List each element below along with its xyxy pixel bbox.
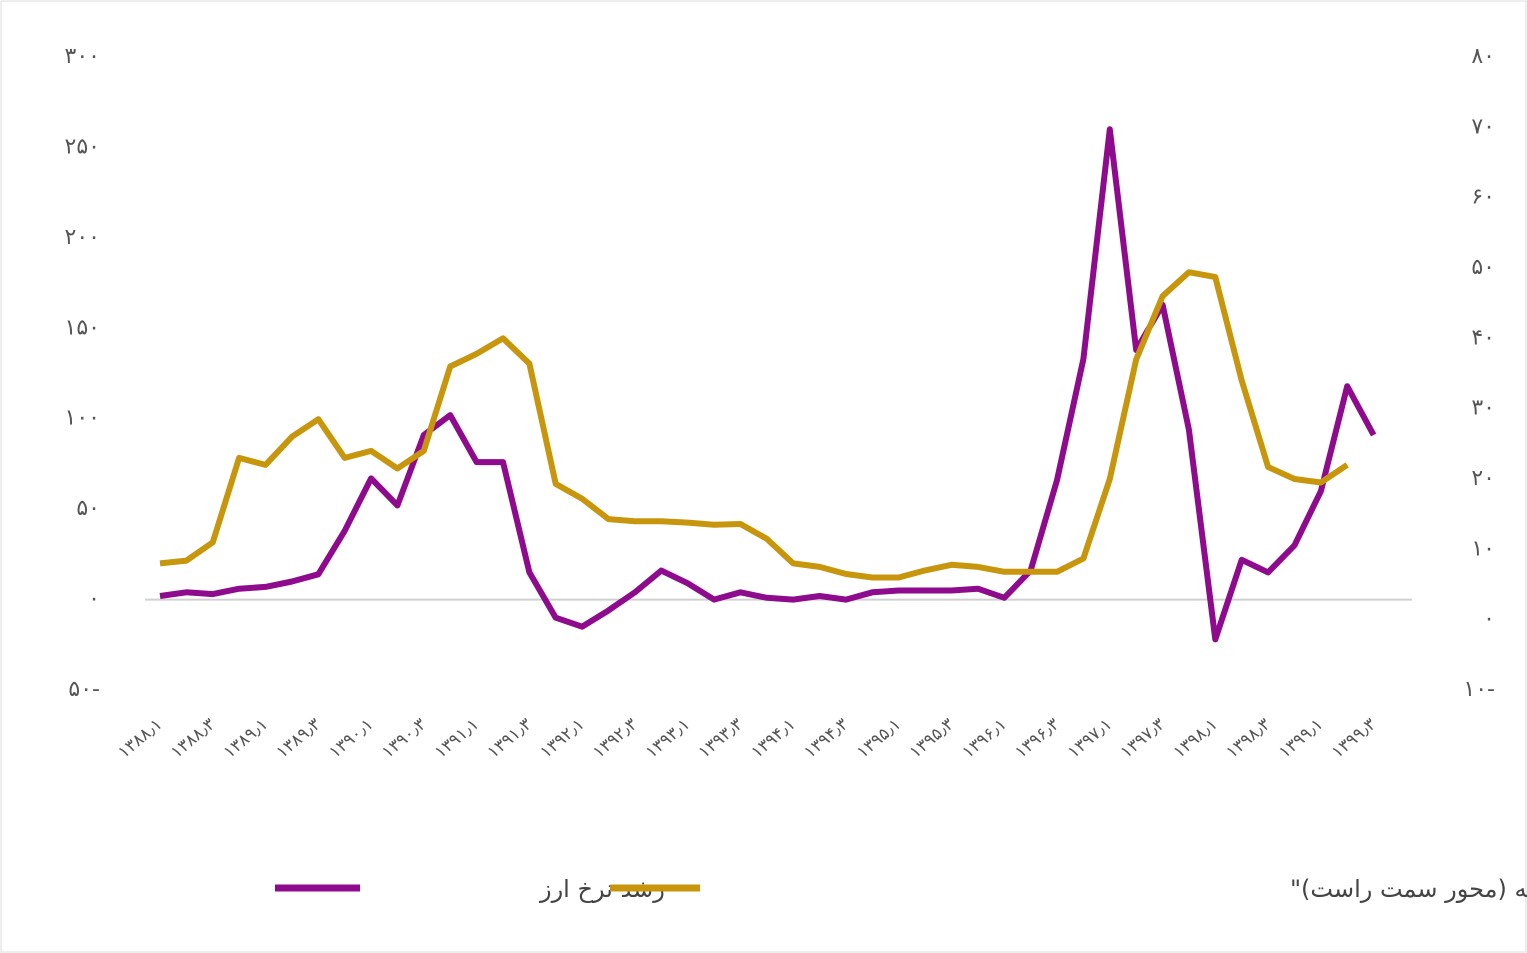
y-tick-label: ۵۰ (76, 496, 100, 521)
y2-tick-label: ۴۰ (1471, 325, 1495, 350)
y2-tick-label: ۰ (1483, 607, 1495, 632)
y-tick-label: ۵۰- (68, 677, 100, 702)
y-tick-label: ۰ (88, 587, 100, 612)
y2-tick-label: ۳۰ (1471, 396, 1495, 421)
y2-tick-label: ۱۰ (1471, 536, 1495, 561)
y-tick-label: ۳۰۰ (65, 44, 100, 69)
series-line (159, 269, 1349, 581)
y2-tick-label: ۷۰ (1471, 114, 1495, 139)
y-tick-label: ۲۰۰ (65, 225, 100, 250)
y2-tick-label: ۲۰ (1471, 466, 1495, 491)
y-tick-label: ۲۵۰ (65, 134, 100, 159)
y-tick-label: ۱۵۰ (65, 315, 100, 340)
y2-tick-label: ۶۰ (1471, 185, 1495, 210)
y2-tick-label: ۸۰ (1471, 44, 1495, 69)
y2-tick-label: ۵۰ (1471, 255, 1495, 280)
series-line (159, 126, 1377, 643)
legend-label: "تورم نقطه به نقطه (محور سمت راست)" (1290, 875, 1527, 903)
y2-tick-label: ۱۰- (1463, 677, 1495, 702)
y-tick-label: ۱۰۰ (65, 406, 100, 431)
